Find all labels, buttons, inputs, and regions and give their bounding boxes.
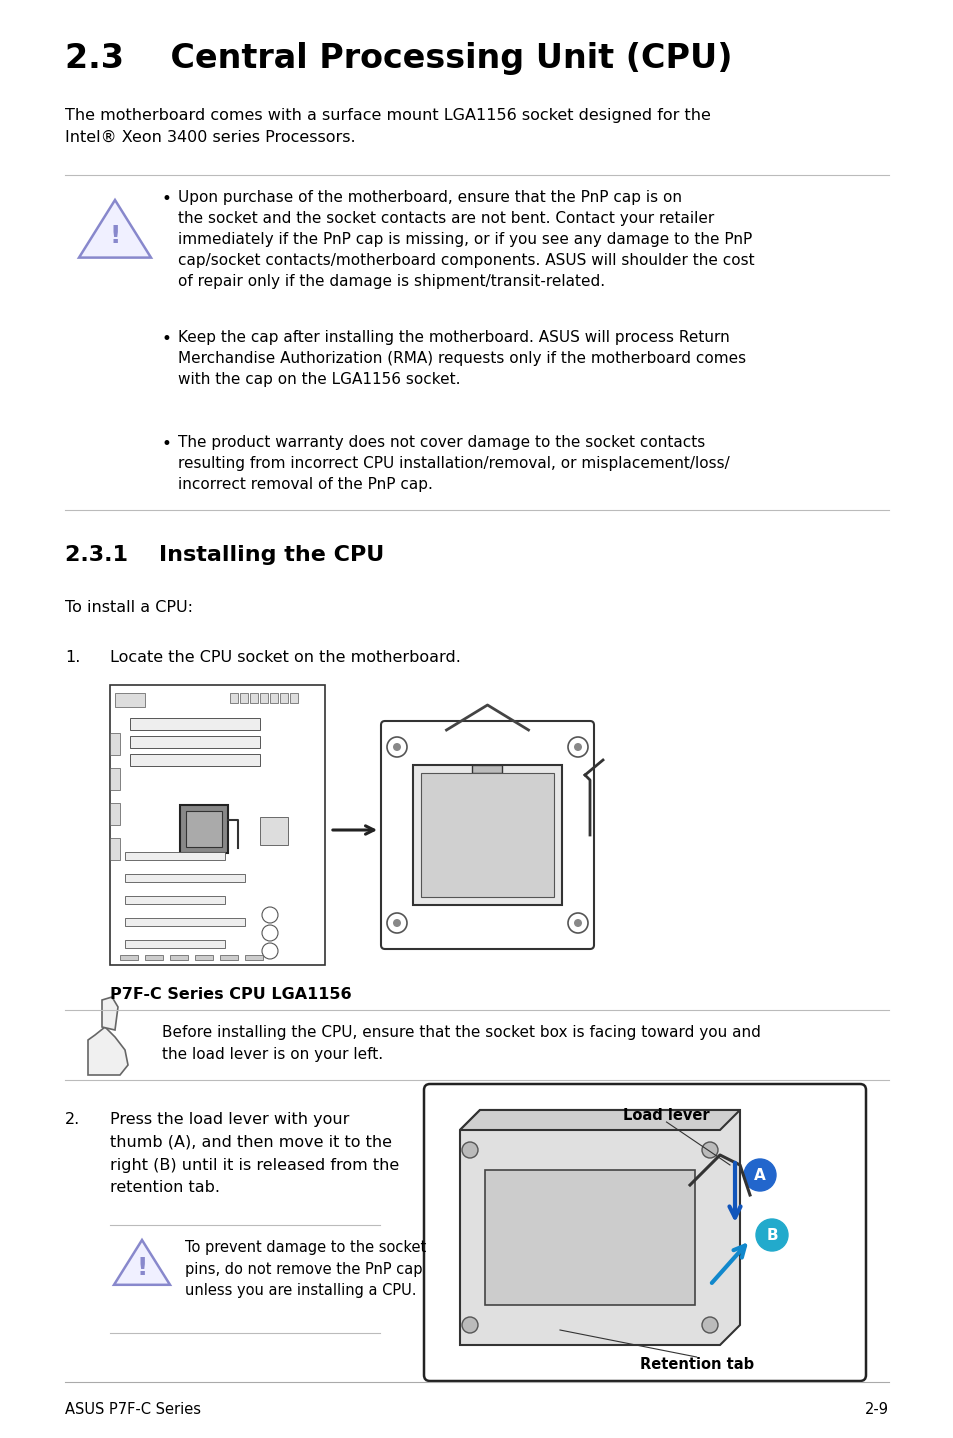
FancyBboxPatch shape bbox=[245, 955, 263, 961]
Text: !: ! bbox=[110, 224, 121, 247]
FancyBboxPatch shape bbox=[125, 940, 225, 948]
Text: Upon purchase of the motherboard, ensure that the PnP cap is on
the socket and t: Upon purchase of the motherboard, ensure… bbox=[178, 190, 754, 289]
FancyBboxPatch shape bbox=[145, 955, 163, 961]
Text: 2.: 2. bbox=[65, 1112, 80, 1127]
FancyBboxPatch shape bbox=[130, 754, 260, 766]
Circle shape bbox=[461, 1317, 477, 1333]
Text: Keep the cap after installing the motherboard. ASUS will process Return
Merchand: Keep the cap after installing the mother… bbox=[178, 329, 745, 387]
FancyBboxPatch shape bbox=[423, 1084, 865, 1380]
FancyBboxPatch shape bbox=[194, 955, 213, 961]
FancyBboxPatch shape bbox=[110, 733, 120, 755]
FancyBboxPatch shape bbox=[270, 693, 277, 703]
Text: •: • bbox=[162, 436, 172, 453]
Text: Before installing the CPU, ensure that the socket box is facing toward you and
t: Before installing the CPU, ensure that t… bbox=[162, 1025, 760, 1061]
FancyBboxPatch shape bbox=[250, 693, 257, 703]
Text: P7F-C Series CPU LGA1156: P7F-C Series CPU LGA1156 bbox=[110, 986, 352, 1002]
Circle shape bbox=[393, 743, 400, 751]
FancyBboxPatch shape bbox=[125, 896, 225, 905]
FancyBboxPatch shape bbox=[230, 693, 237, 703]
Circle shape bbox=[393, 919, 400, 928]
Circle shape bbox=[574, 919, 581, 928]
Text: 2.3    Central Processing Unit (CPU): 2.3 Central Processing Unit (CPU) bbox=[65, 42, 732, 75]
FancyBboxPatch shape bbox=[130, 718, 260, 731]
Polygon shape bbox=[459, 1110, 740, 1130]
FancyBboxPatch shape bbox=[484, 1171, 695, 1306]
FancyBboxPatch shape bbox=[240, 693, 248, 703]
Text: A: A bbox=[753, 1168, 765, 1182]
FancyBboxPatch shape bbox=[220, 955, 237, 961]
FancyBboxPatch shape bbox=[110, 684, 325, 965]
Text: The product warranty does not cover damage to the socket contacts
resulting from: The product warranty does not cover dama… bbox=[178, 436, 729, 492]
Circle shape bbox=[743, 1159, 775, 1191]
Text: 2.3.1    Installing the CPU: 2.3.1 Installing the CPU bbox=[65, 545, 384, 565]
FancyBboxPatch shape bbox=[170, 955, 188, 961]
Text: The motherboard comes with a surface mount LGA1156 socket designed for the
Intel: The motherboard comes with a surface mou… bbox=[65, 108, 710, 145]
Text: 2-9: 2-9 bbox=[864, 1402, 888, 1416]
Polygon shape bbox=[88, 1027, 128, 1076]
FancyBboxPatch shape bbox=[125, 917, 245, 926]
FancyBboxPatch shape bbox=[110, 838, 120, 860]
FancyBboxPatch shape bbox=[260, 693, 268, 703]
Text: Press the load lever with your
thumb (A), and then move it to the
right (B) unti: Press the load lever with your thumb (A)… bbox=[110, 1112, 399, 1195]
FancyBboxPatch shape bbox=[115, 693, 145, 707]
FancyBboxPatch shape bbox=[120, 955, 138, 961]
FancyBboxPatch shape bbox=[180, 805, 228, 853]
FancyBboxPatch shape bbox=[420, 774, 554, 897]
Polygon shape bbox=[102, 997, 118, 1030]
FancyBboxPatch shape bbox=[130, 736, 260, 748]
Polygon shape bbox=[79, 200, 151, 257]
Text: B: B bbox=[765, 1228, 777, 1242]
Circle shape bbox=[755, 1219, 787, 1251]
FancyBboxPatch shape bbox=[125, 851, 225, 860]
Text: ASUS P7F-C Series: ASUS P7F-C Series bbox=[65, 1402, 201, 1416]
FancyBboxPatch shape bbox=[260, 817, 288, 846]
Text: Retention tab: Retention tab bbox=[639, 1357, 753, 1372]
Text: !: ! bbox=[136, 1255, 148, 1280]
Text: Locate the CPU socket on the motherboard.: Locate the CPU socket on the motherboard… bbox=[110, 650, 460, 664]
Text: Load lever: Load lever bbox=[622, 1109, 709, 1123]
Circle shape bbox=[574, 743, 581, 751]
Text: •: • bbox=[162, 329, 172, 348]
FancyBboxPatch shape bbox=[280, 693, 288, 703]
FancyBboxPatch shape bbox=[290, 693, 297, 703]
FancyBboxPatch shape bbox=[413, 765, 561, 905]
Text: To prevent damage to the socket
pins, do not remove the PnP cap
unless you are i: To prevent damage to the socket pins, do… bbox=[185, 1240, 426, 1299]
Text: To install a CPU:: To install a CPU: bbox=[65, 600, 193, 615]
Circle shape bbox=[461, 1142, 477, 1158]
FancyBboxPatch shape bbox=[110, 802, 120, 825]
Text: •: • bbox=[162, 190, 172, 209]
FancyBboxPatch shape bbox=[110, 768, 120, 789]
Circle shape bbox=[701, 1317, 718, 1333]
Circle shape bbox=[701, 1142, 718, 1158]
FancyBboxPatch shape bbox=[380, 720, 594, 949]
FancyBboxPatch shape bbox=[125, 874, 245, 881]
FancyBboxPatch shape bbox=[186, 811, 222, 847]
FancyBboxPatch shape bbox=[472, 765, 501, 774]
Polygon shape bbox=[113, 1240, 170, 1284]
Polygon shape bbox=[459, 1110, 740, 1345]
Text: 1.: 1. bbox=[65, 650, 80, 664]
